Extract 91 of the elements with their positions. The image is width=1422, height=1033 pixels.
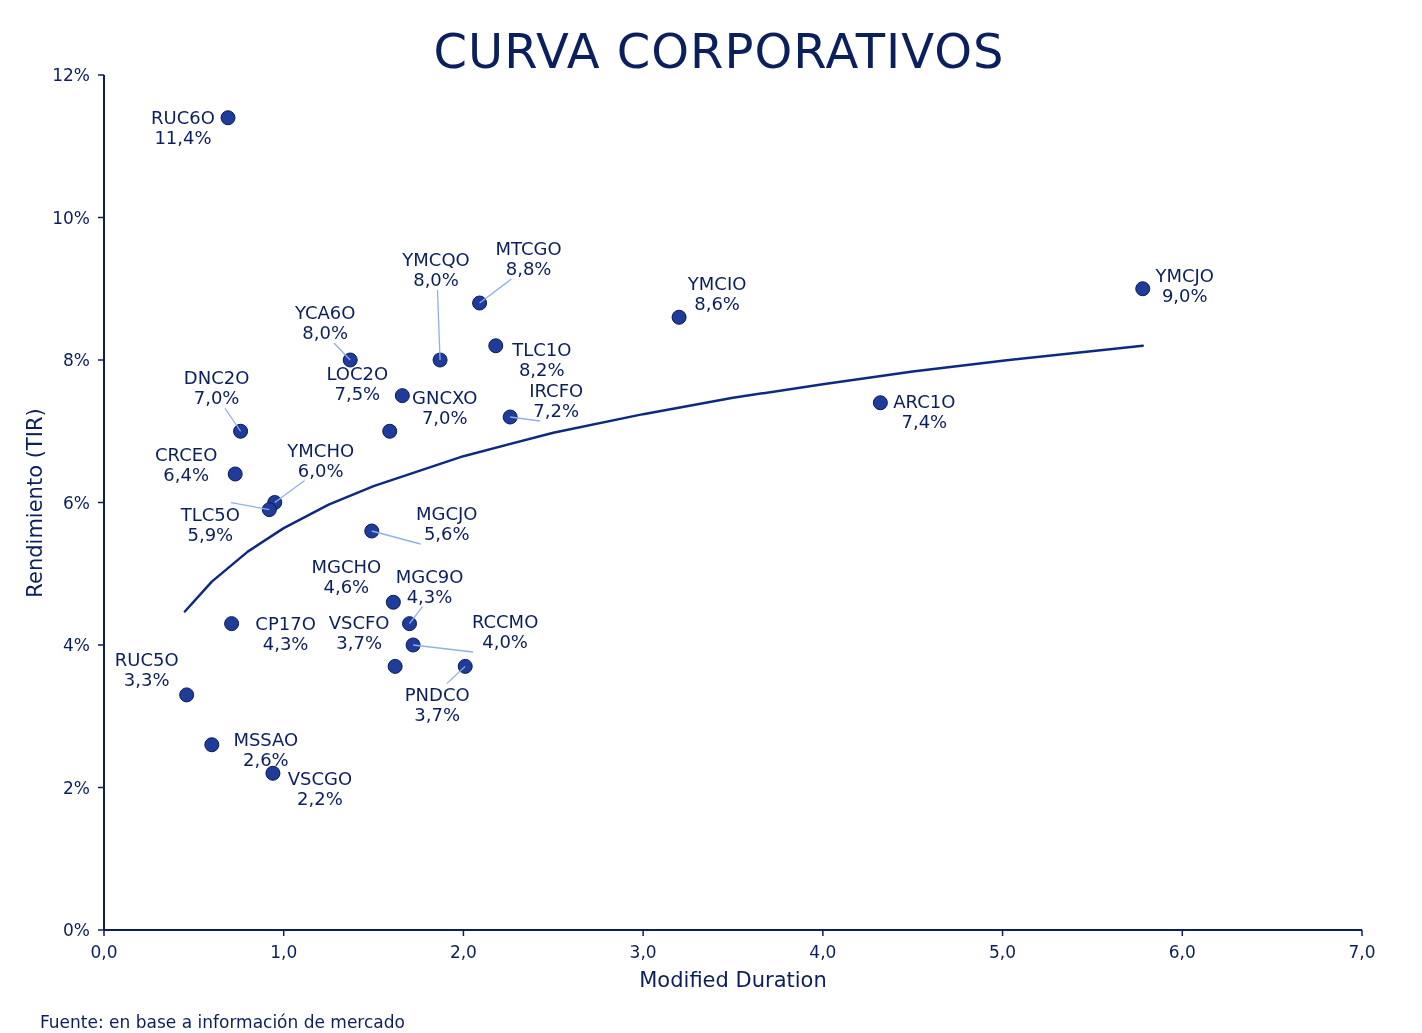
point	[227, 466, 243, 482]
data-label: 7,5%	[334, 382, 381, 404]
point	[387, 658, 403, 674]
point	[1135, 281, 1151, 297]
data-label: 5,6%	[423, 523, 470, 544]
annotation: YCA6O	[293, 302, 356, 323]
data-label: 4,3%	[406, 585, 453, 607]
annotation: RUC5O	[114, 648, 179, 670]
point	[488, 338, 504, 354]
point	[671, 309, 687, 325]
annotation: TLC1O	[511, 338, 572, 360]
annotation: IRCFO	[529, 380, 584, 401]
point	[179, 687, 195, 703]
point	[233, 423, 249, 439]
annotation: DNC2O	[183, 367, 250, 389]
point	[261, 502, 277, 518]
data-label: 2,2%	[297, 788, 343, 810]
annotation: MSSAO	[233, 728, 299, 750]
point	[342, 352, 358, 368]
y-tick-label: 10%	[52, 207, 90, 228]
data-label: 8,2%	[518, 358, 565, 380]
x-tick-label: 6,0	[1168, 942, 1196, 962]
data-label: 6,0%	[297, 459, 344, 481]
y-tick-label: 0%	[63, 920, 90, 940]
annotation: MGCJO	[416, 503, 478, 524]
data-label: 2,6%	[242, 748, 289, 770]
y-axis-title: Rendimiento (TIR)	[23, 408, 47, 598]
data-label: 8,0%	[413, 269, 459, 290]
x-tick-label: 5,0	[989, 942, 1017, 962]
point	[472, 295, 488, 311]
x-tick-label: 2,0	[449, 942, 477, 962]
point	[224, 616, 240, 632]
data-label: 8,8%	[505, 258, 552, 279]
point	[385, 594, 401, 610]
annotation: VSCGO	[287, 768, 353, 790]
point	[502, 409, 518, 425]
data-label: 8,6%	[694, 293, 740, 315]
data-label: 4,6%	[323, 576, 370, 598]
y-tick-label: 4%	[63, 635, 90, 655]
point	[204, 737, 220, 753]
annotation: LOC2O	[326, 362, 389, 384]
point	[220, 110, 236, 126]
annotation: TLC5O	[179, 503, 240, 525]
annotation: ARC1O	[893, 390, 956, 412]
annotation: VSCFO	[328, 612, 390, 634]
annotation: MTCGO	[495, 238, 562, 259]
data-label: 3,7%	[336, 632, 382, 654]
y-tick-label: 8%	[63, 350, 90, 370]
point	[382, 423, 398, 439]
data-label: 11,4%	[154, 126, 212, 148]
annotation: RUC6O	[151, 106, 215, 128]
annotation: YMCQO	[401, 249, 470, 270]
point	[364, 523, 380, 539]
point	[432, 352, 448, 368]
annotation: YMCJO	[1154, 264, 1215, 286]
data-label: 6,4%	[163, 464, 210, 485]
point	[394, 388, 410, 404]
x-tick-label: 1,0	[270, 942, 298, 962]
annotation: MGCHO	[311, 556, 382, 578]
annotation: GNCXO	[412, 387, 478, 409]
data-label: 3,3%	[123, 668, 170, 690]
y-tick-label: 12%	[52, 65, 90, 85]
source-note: Fuente: en base a información de mercado	[40, 1012, 405, 1032]
annotation: MGC9O	[395, 565, 464, 587]
x-tick-label: 0,0	[90, 942, 118, 962]
data-label: 8,0%	[302, 322, 349, 343]
x-tick-label: 3,0	[629, 942, 657, 962]
annotation: CP17O	[255, 612, 316, 634]
annotation: PNDCO	[404, 684, 470, 706]
y-tick-label: 6%	[63, 492, 90, 513]
data-label: 5,9%	[187, 523, 234, 545]
data-label: 7,0%	[421, 407, 468, 429]
data-label: 3,7%	[414, 704, 461, 726]
data-label: 4,3%	[262, 632, 309, 654]
x-axis-title: Modified Duration	[639, 968, 827, 992]
annotation: CRCEO	[155, 444, 218, 465]
x-tick-label: 7,0	[1348, 942, 1376, 962]
data-label: 7,4%	[901, 410, 948, 432]
point	[405, 637, 421, 653]
chart-title: CURVA CORPORATIVOS	[433, 23, 1005, 79]
annotation: RCCMO	[471, 611, 539, 632]
point	[402, 616, 418, 632]
annotation: YMCHO	[286, 439, 355, 461]
data-label: 7,2%	[533, 400, 580, 421]
y-tick-label: 2%	[63, 777, 90, 798]
annotation: YMCIO	[686, 273, 747, 295]
data-label: 7,0%	[193, 387, 240, 409]
data-label: 4,0%	[482, 631, 528, 652]
point	[872, 395, 888, 411]
point	[457, 658, 473, 674]
x-tick-label: 4,0	[809, 942, 837, 962]
